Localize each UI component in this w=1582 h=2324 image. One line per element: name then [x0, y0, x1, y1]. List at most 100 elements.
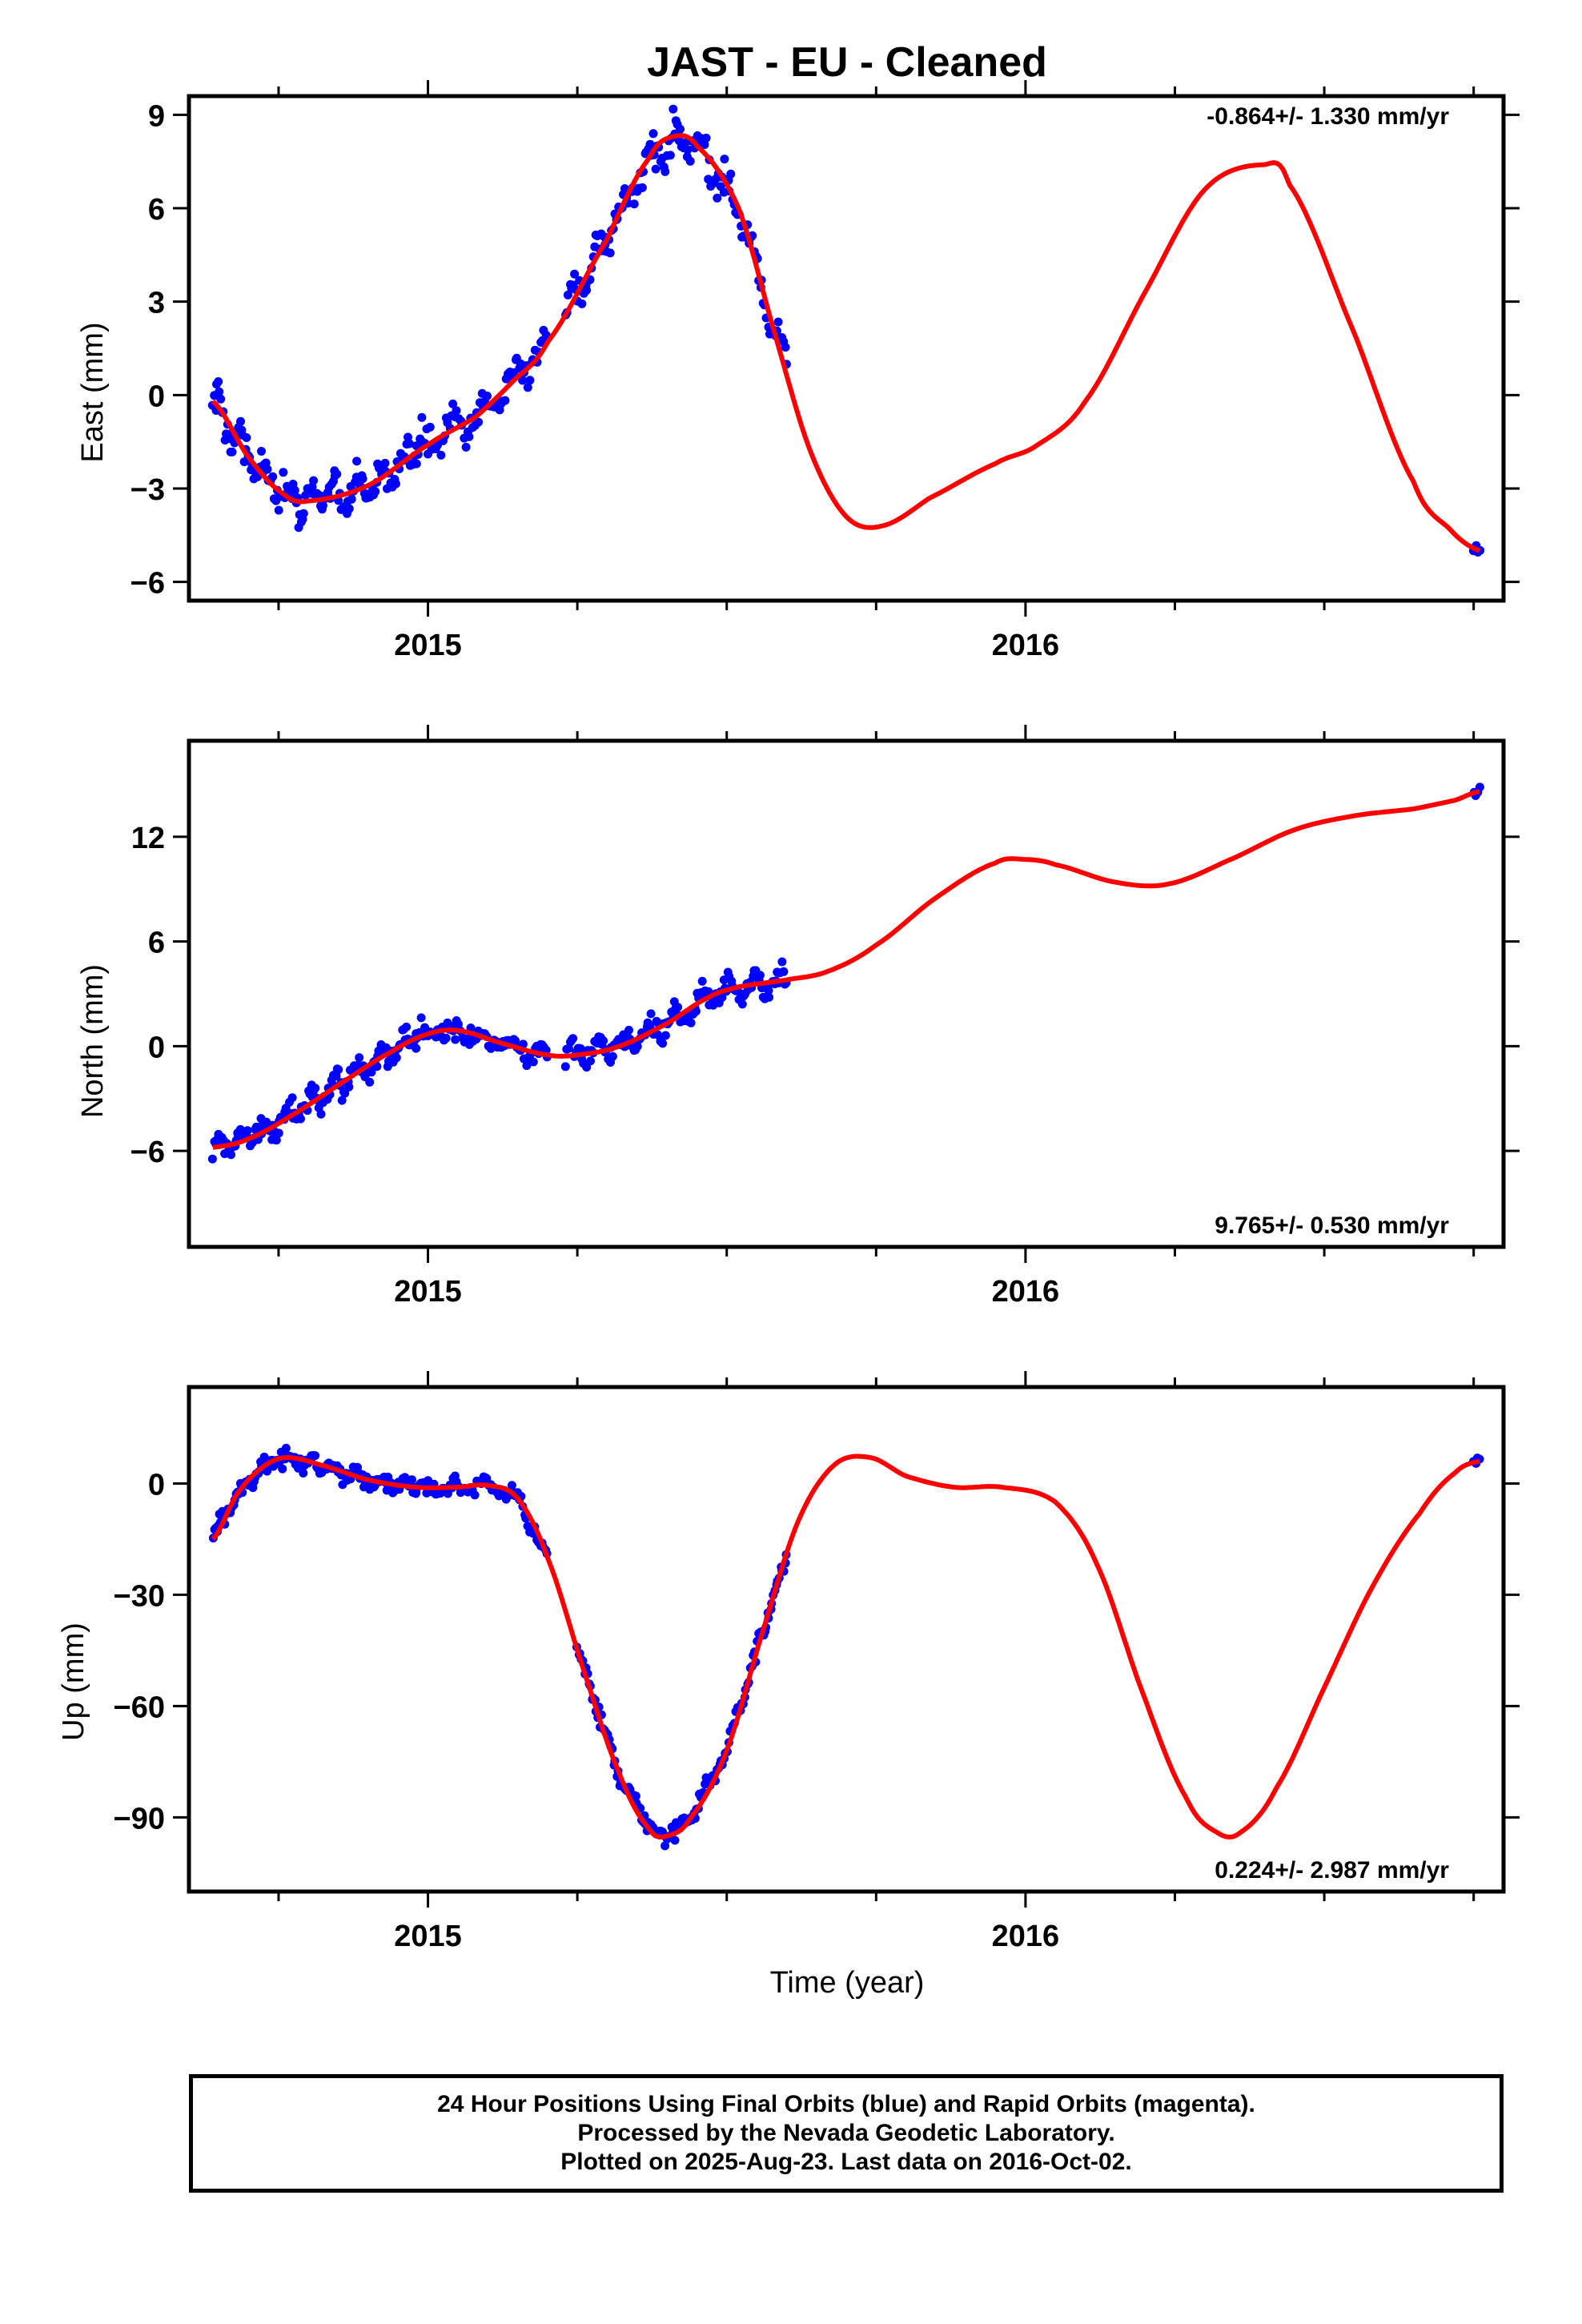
east-data-point	[582, 286, 592, 295]
north-data-point	[454, 1019, 463, 1029]
east-data-point	[274, 505, 283, 515]
north-data-point	[576, 1044, 585, 1054]
east-data-point	[726, 169, 736, 179]
east-data-point	[570, 269, 580, 279]
east-data-point	[371, 487, 380, 497]
north-rate-label: 9.765+/- 0.530 mm/yr	[1215, 1212, 1449, 1239]
east-data-point	[263, 464, 272, 474]
east-data-point	[391, 479, 400, 489]
north-data-point	[311, 1084, 320, 1093]
north-data-point	[764, 986, 773, 995]
east-data-point	[412, 459, 421, 468]
east-data-point	[629, 199, 639, 209]
north-data-point	[697, 976, 707, 986]
north-data-point	[367, 1068, 376, 1077]
north-ytick-label: 0	[148, 1031, 165, 1064]
east-data-point	[563, 290, 572, 300]
east-ytick-label: −3	[130, 473, 165, 507]
north-data-point	[511, 1035, 520, 1045]
east-ytick-label: −6	[130, 567, 165, 601]
x-axis-label: Time (year)	[770, 1966, 925, 2000]
east-data-point	[452, 406, 461, 416]
north-xtick-label: 2016	[992, 1275, 1060, 1309]
east-data-point	[216, 394, 226, 404]
up-data-point	[299, 1469, 308, 1478]
east-xtick-label: 2015	[394, 629, 462, 662]
up-fit-curve	[211, 1454, 1480, 1840]
north-data-point	[274, 1128, 283, 1138]
east-data-point	[676, 124, 685, 134]
east-data-point	[720, 155, 729, 164]
up-xtick-label: 2015	[394, 1920, 462, 1953]
east-data-point	[242, 433, 251, 442]
up-rate-label: 0.224+/- 2.987 mm/yr	[1215, 1857, 1449, 1884]
north-data-point	[673, 1003, 683, 1012]
east-data-point	[448, 399, 458, 408]
north-data-point	[391, 1053, 401, 1063]
footer-info-box: 24 Hour Positions Using Final Orbits (bl…	[189, 2074, 1504, 2193]
north-data-point	[227, 1150, 235, 1160]
up-data-point	[631, 1791, 640, 1801]
up-data-point	[670, 1835, 680, 1845]
east-data-point	[661, 167, 670, 176]
north-data-point	[316, 1109, 326, 1119]
north-ytick-label: −6	[130, 1136, 165, 1169]
east-data-point	[518, 376, 528, 385]
east-ytick-label: 0	[148, 380, 165, 413]
figure-title: JAST - EU - Cleaned	[647, 39, 1047, 86]
north-data-point	[691, 1007, 701, 1016]
footer-line-3: Plotted on 2025-Aug-23. Last data on 201…	[560, 2149, 1132, 2175]
east-data-point	[651, 164, 661, 174]
up-data-point	[661, 1841, 670, 1851]
north-data-point	[779, 967, 789, 976]
up-ylabel: Up (mm)	[57, 1622, 90, 1741]
up-data-point	[408, 1475, 416, 1485]
north-panel: −6 0 6 12 2015 2016 North (mm) 9.765+/- 0.530 m…	[76, 725, 1520, 1309]
up-ytick-label: −90	[114, 1802, 165, 1835]
north-data-point	[344, 1082, 354, 1092]
north-data-point	[765, 992, 774, 1002]
east-data-point	[645, 139, 655, 149]
up-data-points	[208, 1443, 1484, 1851]
north-data-point	[586, 1056, 595, 1066]
east-data-point	[347, 494, 356, 504]
north-data-point	[296, 1114, 305, 1124]
north-data-point	[441, 1033, 451, 1043]
north-data-point	[608, 1051, 617, 1061]
north-plot-frame	[187, 738, 1506, 1249]
north-data-point	[355, 1053, 364, 1063]
east-data-point	[683, 145, 693, 155]
east-data-point	[464, 432, 474, 441]
north-data-point	[528, 1057, 538, 1067]
north-data-point	[372, 1062, 382, 1072]
east-data-point	[417, 412, 427, 422]
east-data-point	[332, 469, 342, 479]
up-plot-frame	[187, 1385, 1506, 1894]
east-data-point	[474, 417, 484, 427]
up-ytick-label: −30	[114, 1579, 165, 1613]
east-data-point	[358, 474, 367, 484]
north-data-point	[416, 1013, 426, 1023]
east-ylabel: East (mm)	[76, 322, 110, 462]
north-data-point	[402, 1022, 412, 1031]
footer-line-1: 24 Hour Positions Using Final Orbits (bl…	[437, 2091, 1255, 2117]
east-data-point	[215, 387, 224, 396]
north-data-point	[340, 1088, 350, 1098]
north-data-point	[337, 1096, 347, 1105]
east-rate-label: -0.864+/- 1.330 mm/yr	[1207, 103, 1449, 130]
up-xtick-label: 2016	[992, 1920, 1060, 1953]
east-xtick-label: 2016	[992, 629, 1060, 662]
north-data-point	[334, 1065, 343, 1075]
east-data-point	[523, 383, 532, 392]
east-data-point	[781, 343, 790, 352]
up-panel: −90 −60 −30 0 2015 2016 Up (mm) 0.224+/- 2.987 …	[57, 1371, 1520, 2000]
east-data-point	[290, 485, 299, 495]
up-ytick-label: 0	[148, 1468, 165, 1502]
east-plot-frame	[187, 94, 1506, 603]
north-data-point	[737, 999, 747, 1009]
east-data-point	[380, 458, 390, 468]
east-data-point	[773, 317, 783, 327]
up-data-point	[281, 1443, 291, 1453]
north-data-point	[777, 957, 787, 967]
